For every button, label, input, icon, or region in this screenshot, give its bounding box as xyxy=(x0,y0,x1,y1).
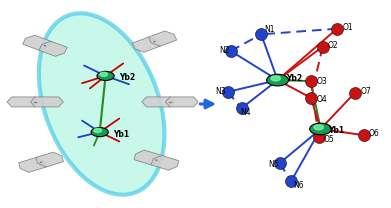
Point xyxy=(239,106,245,110)
Point xyxy=(228,49,234,53)
Polygon shape xyxy=(134,150,161,165)
Point xyxy=(316,136,322,139)
Polygon shape xyxy=(30,97,63,107)
Point xyxy=(276,162,283,165)
Circle shape xyxy=(100,72,108,76)
Text: N1: N1 xyxy=(264,25,275,34)
Text: Yb2: Yb2 xyxy=(119,73,135,83)
Polygon shape xyxy=(39,41,67,56)
Polygon shape xyxy=(7,97,40,107)
Point xyxy=(308,96,314,99)
Text: N3: N3 xyxy=(215,87,226,97)
Polygon shape xyxy=(132,37,160,52)
Text: O1: O1 xyxy=(343,22,353,32)
Circle shape xyxy=(97,71,114,80)
Polygon shape xyxy=(165,97,198,107)
Polygon shape xyxy=(23,35,51,50)
Polygon shape xyxy=(19,157,46,172)
Polygon shape xyxy=(151,155,179,170)
Polygon shape xyxy=(142,97,175,107)
Circle shape xyxy=(267,74,289,86)
Point xyxy=(288,179,294,183)
Point xyxy=(258,33,264,36)
Circle shape xyxy=(310,123,332,135)
Point xyxy=(224,90,231,94)
Text: O3: O3 xyxy=(316,77,327,86)
Text: N6: N6 xyxy=(294,181,304,191)
Text: Yb2: Yb2 xyxy=(286,74,302,83)
Circle shape xyxy=(91,128,108,137)
Point xyxy=(319,45,326,48)
Circle shape xyxy=(271,76,280,81)
Point xyxy=(352,91,358,94)
Text: O5: O5 xyxy=(323,135,334,144)
Text: Yb1: Yb1 xyxy=(113,130,129,139)
Text: O2: O2 xyxy=(328,41,339,50)
Text: N5: N5 xyxy=(268,160,278,169)
Text: N2: N2 xyxy=(219,46,230,55)
Text: O4: O4 xyxy=(316,94,327,104)
Circle shape xyxy=(314,125,323,130)
Text: O6: O6 xyxy=(369,129,380,139)
Text: O7: O7 xyxy=(361,87,371,96)
Text: N4: N4 xyxy=(240,108,251,117)
Point xyxy=(361,134,367,137)
Text: Yb1: Yb1 xyxy=(328,126,344,135)
Circle shape xyxy=(94,128,102,132)
Polygon shape xyxy=(149,31,177,46)
Point xyxy=(308,79,314,83)
Polygon shape xyxy=(36,152,63,167)
Point xyxy=(334,27,340,30)
Ellipse shape xyxy=(39,13,165,195)
